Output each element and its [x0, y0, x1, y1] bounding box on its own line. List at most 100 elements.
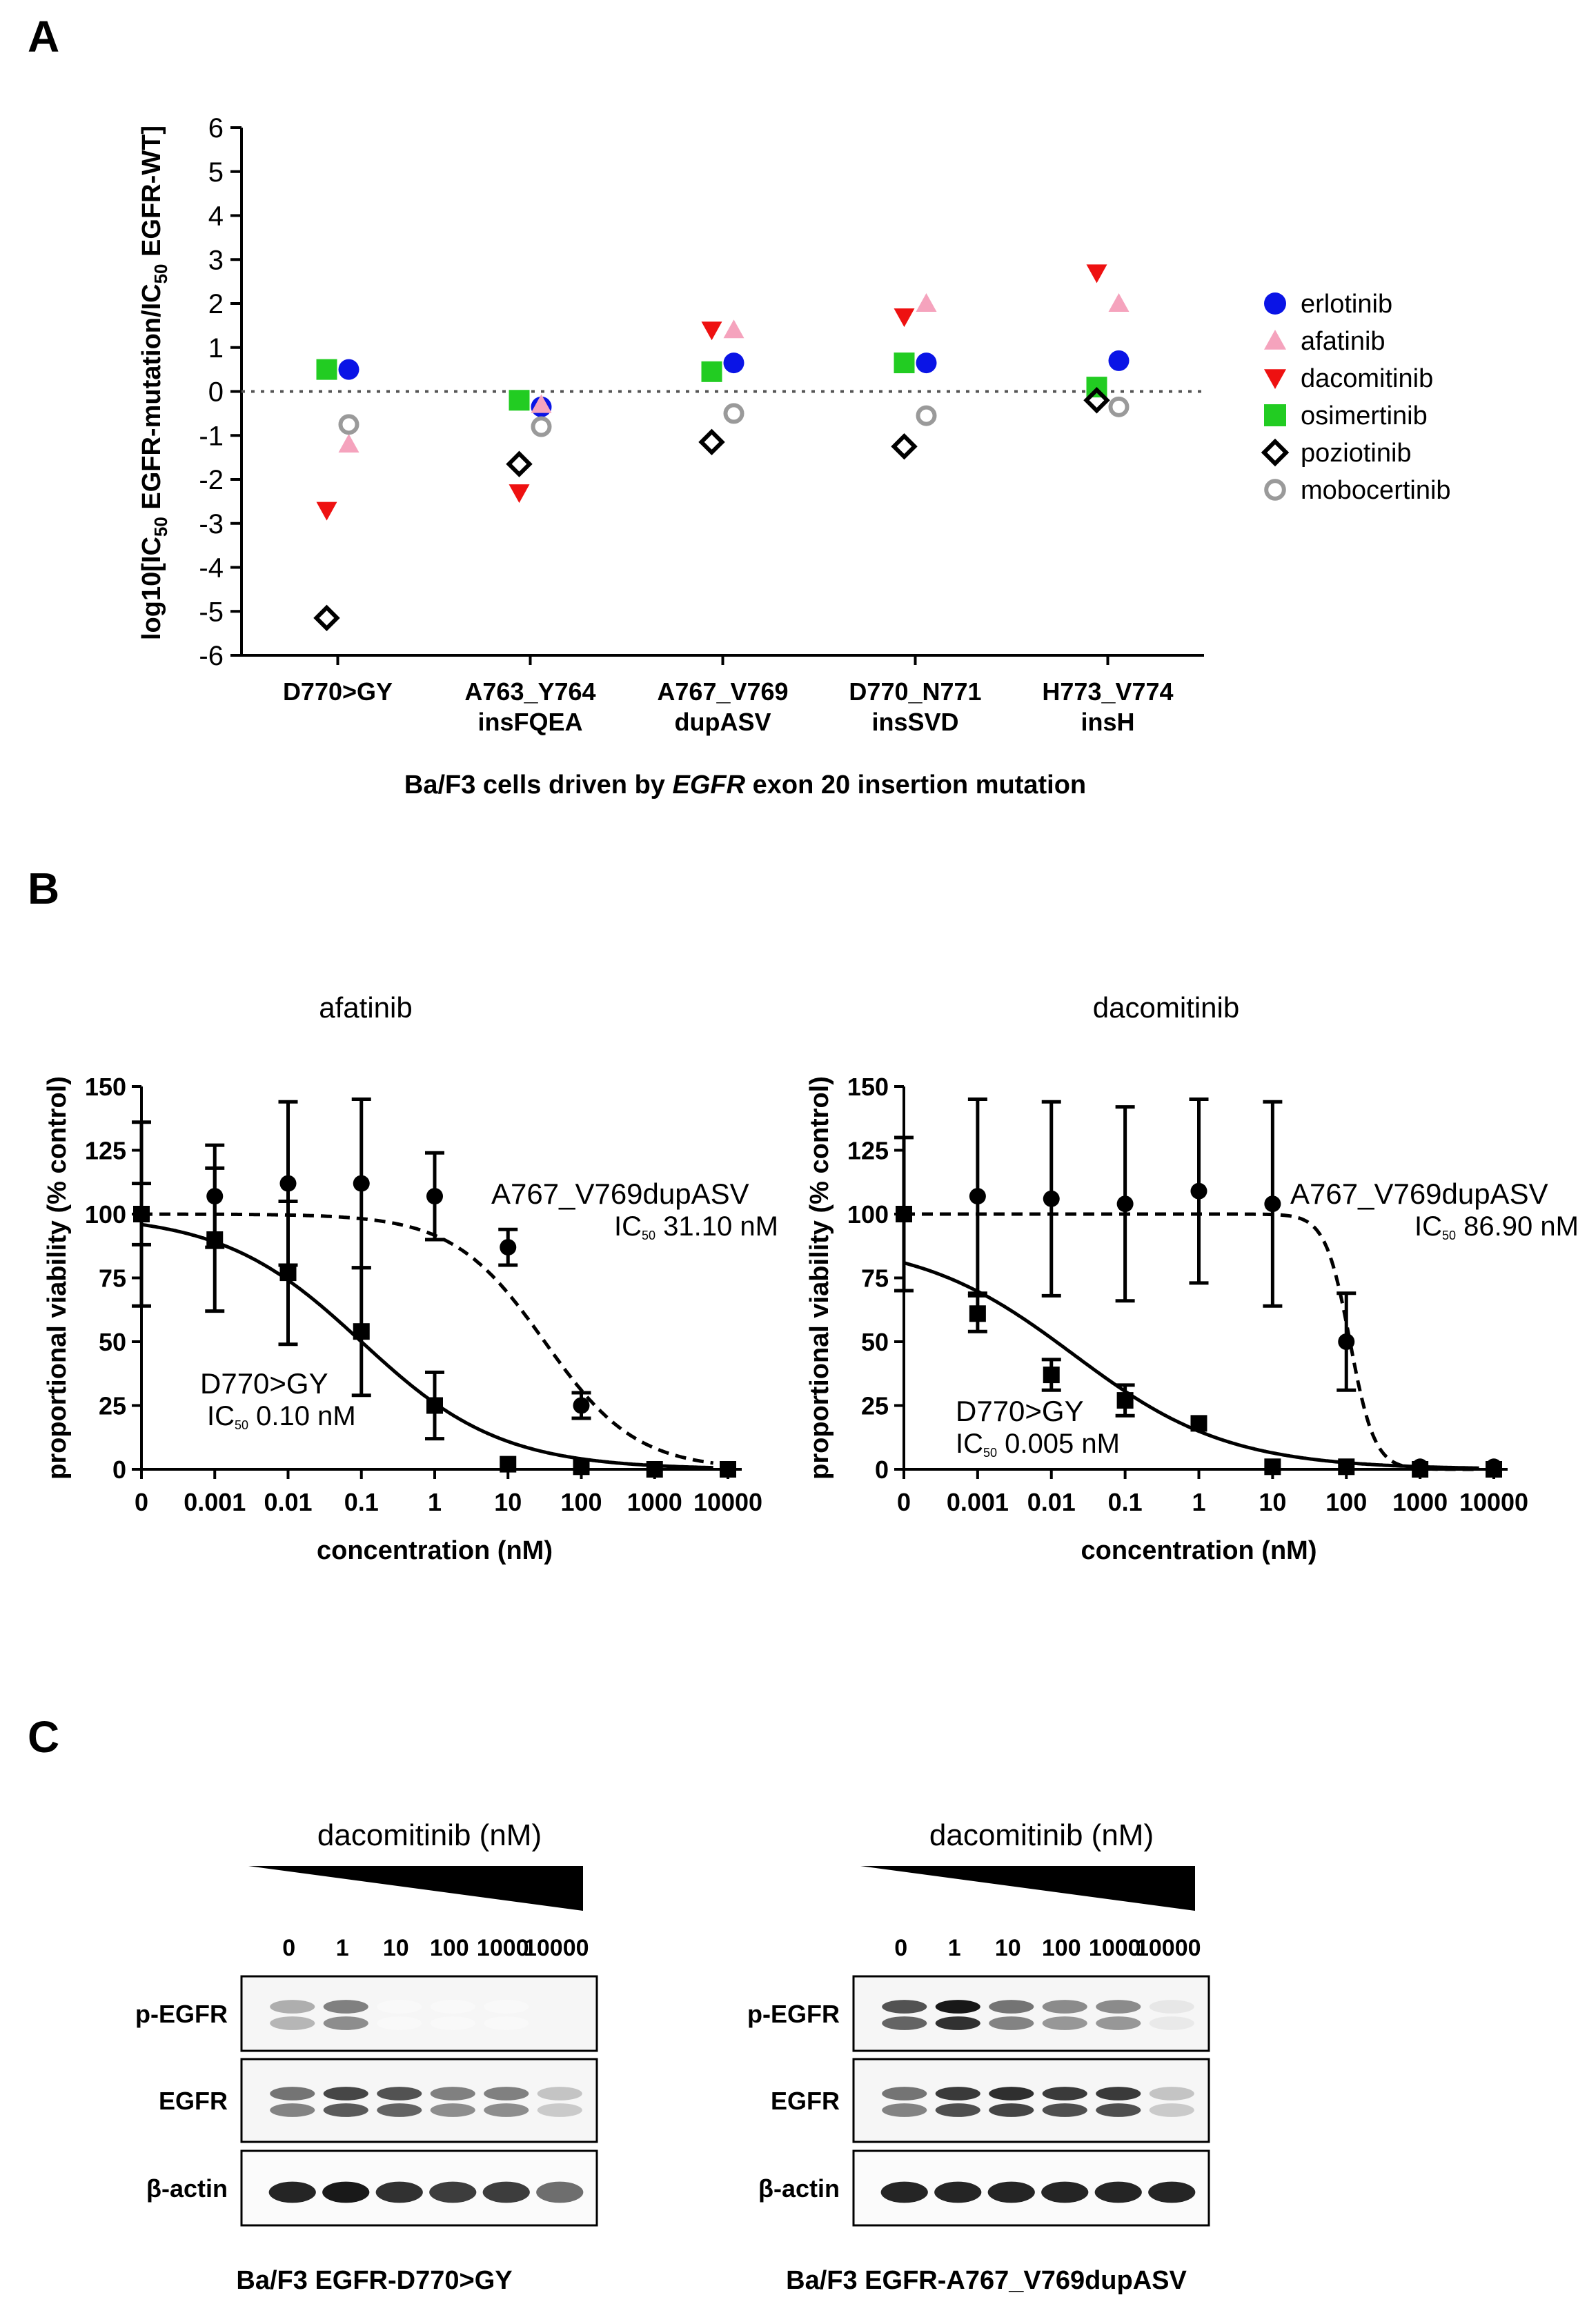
point-A767_V769dupASV — [969, 1188, 986, 1205]
chart-title: afatinib — [319, 991, 412, 1024]
blot-band — [1041, 2181, 1089, 2203]
point-erlotinib — [723, 352, 744, 374]
point-erlotinib — [1108, 350, 1130, 371]
legend-entry: dacomitinib — [1301, 364, 1433, 393]
blot-row-label: EGFR — [159, 2087, 228, 2115]
point-D770>GY — [279, 1264, 297, 1282]
y-tick-label: -3 — [199, 509, 224, 539]
concentration-label: 1 — [336, 1935, 349, 1961]
point-afatinib — [338, 434, 359, 453]
ic50-prefix: IC — [614, 1211, 642, 1242]
y-tick-label: 6 — [208, 113, 224, 143]
point-osimertinib — [894, 352, 915, 374]
y-axis-label: proportional viability (% control) — [805, 1076, 834, 1480]
blot-band — [482, 2181, 530, 2203]
ic50-subscript: 50 — [235, 1418, 248, 1432]
x-tick-label: 1000 — [1392, 1488, 1448, 1516]
y-tick-label: 4 — [208, 201, 224, 232]
blot-band — [323, 2016, 368, 2030]
ic50-value: 0.10 nM — [248, 1401, 356, 1431]
blot-band — [430, 2087, 475, 2100]
y-tick-label: 100 — [847, 1200, 889, 1229]
blot-band — [1042, 2000, 1087, 2014]
point-poziotinib — [506, 450, 533, 477]
x-tick-label: 0.001 — [947, 1488, 1009, 1516]
point-erlotinib — [338, 359, 359, 380]
x-tick-label: D770_N771 — [849, 677, 981, 706]
concentration-label: 1 — [948, 1935, 961, 1961]
blot-band — [882, 2016, 927, 2030]
x-tick-label: insSVD — [871, 708, 958, 736]
x-tick-label: H773_V774 — [1042, 677, 1173, 706]
point-D770>GY — [573, 1458, 590, 1476]
y-tick-label: 25 — [99, 1392, 126, 1420]
y-tick-label: 75 — [861, 1264, 889, 1293]
scatter-chart-a: 6 5 4 3 2 1 0 -1 -2 -3 -4 -5 -6 D770>GY A763_Y764insFQ… — [137, 113, 1451, 800]
x-tick-label: 10000 — [693, 1488, 762, 1516]
blot-band — [1149, 2016, 1194, 2030]
ic50-subscript: 50 — [642, 1229, 655, 1242]
blot-band — [934, 2181, 982, 2203]
blot-band — [882, 2087, 927, 2100]
point-mobocertinib — [723, 403, 744, 424]
blot-band — [1149, 2000, 1194, 2014]
point-D770>GY — [646, 1461, 663, 1478]
point-afatinib — [723, 319, 744, 339]
blot-band — [1096, 2087, 1141, 2100]
blot-band — [377, 2103, 422, 2117]
drug-label: dacomitinib (nM) — [929, 1818, 1154, 1852]
x-axis-label: Ba/F3 cells driven by EGFR exon 20 inser… — [404, 771, 1086, 800]
blot-band — [1094, 2181, 1142, 2203]
blot-frame — [240, 2058, 598, 2143]
blot-band — [935, 2087, 980, 2100]
y-tick-label: 125 — [85, 1137, 126, 1165]
point-A767_V769dupASV — [1116, 1195, 1134, 1213]
point-osimertinib — [316, 359, 337, 380]
legend-entry: afatinib — [1301, 327, 1385, 356]
blot-band — [484, 2103, 529, 2117]
point-dacomitinib — [1086, 264, 1107, 284]
x-tick-label: 100 — [1325, 1488, 1367, 1516]
blot-band — [987, 2181, 1035, 2203]
point-D770>GY — [969, 1305, 986, 1322]
y-tick-label: -6 — [199, 641, 224, 671]
blot-band — [1096, 2103, 1141, 2117]
concentration-label: 10000 — [1136, 1935, 1201, 1961]
point-A767_V769dupASV — [353, 1175, 370, 1192]
blot-band — [270, 2016, 315, 2030]
point-dacomitinib — [894, 308, 915, 328]
point-D770>GY — [133, 1206, 150, 1222]
blot-band — [377, 2016, 422, 2030]
blot-band — [484, 2000, 529, 2014]
y-tick-label: 50 — [861, 1328, 889, 1356]
ic50-value: 86.90 nM — [1456, 1211, 1578, 1242]
concentration-gradient-wedge — [860, 1866, 1195, 1911]
legend-marker-osimertinib — [1264, 404, 1286, 426]
x-tick-label: insFQEA — [477, 708, 582, 736]
concentration-label: 10 — [383, 1935, 409, 1961]
point-D770>GY — [1043, 1367, 1060, 1384]
fit-curve-dashed — [904, 1212, 1479, 1471]
blot-band — [1096, 2000, 1141, 2014]
y-tick-label: 50 — [99, 1328, 126, 1356]
ic50-annotation: IC50 86.90 nM — [1414, 1211, 1578, 1242]
y-tick-label: -2 — [199, 465, 224, 495]
y-tick-label: 125 — [847, 1137, 889, 1165]
blot-band — [270, 2087, 315, 2100]
y-tick-label: 75 — [99, 1264, 126, 1293]
blot-band — [1096, 2016, 1141, 2030]
blot-band — [882, 2000, 927, 2014]
curve-label: A767_V769dupASV — [1290, 1178, 1548, 1210]
chart-title: dacomitinib — [1093, 991, 1239, 1024]
concentration-label: 100 — [430, 1935, 469, 1961]
blot-band — [323, 2103, 368, 2117]
point-osimertinib — [509, 390, 530, 411]
blot-frame — [240, 1975, 598, 2052]
blot-band — [1148, 2181, 1196, 2203]
ic50-value: 0.005 nM — [997, 1429, 1120, 1459]
blot-band — [935, 2103, 980, 2117]
concentration-label: 1000 — [1089, 1935, 1141, 1961]
drug-label: dacomitinib (nM) — [317, 1818, 542, 1852]
ic50-value: 31.10 nM — [655, 1211, 778, 1242]
